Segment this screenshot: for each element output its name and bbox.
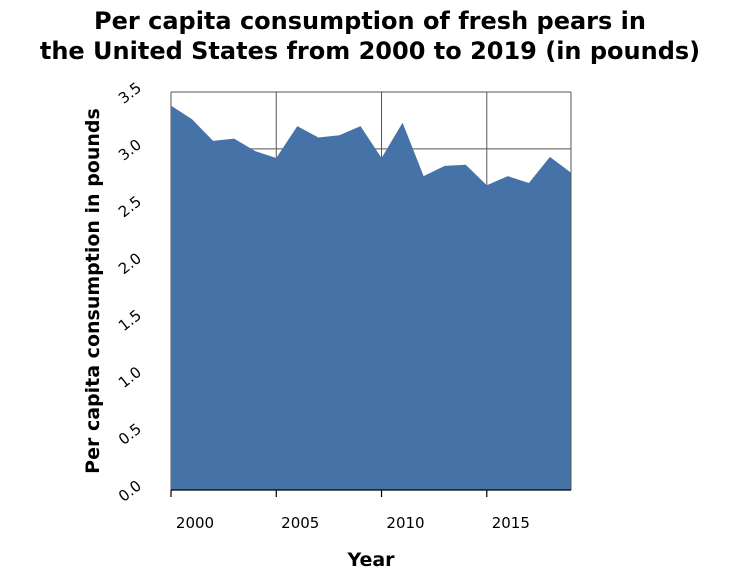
y-tick-label: 3.0 (115, 135, 145, 164)
y-tick-label: 2.5 (115, 192, 145, 221)
x-tick-label: 2005 (281, 514, 319, 532)
y-tick-label: 3.5 (115, 79, 145, 108)
x-tick-label: 2010 (386, 514, 424, 532)
y-axis-label: Per capita consumption in pounds (82, 108, 104, 474)
x-axis-ticks: 2000 2005 2010 2015 (170, 490, 530, 532)
y-tick-label: 1.0 (115, 363, 145, 392)
x-tick-label: 2000 (176, 514, 214, 532)
y-tick-label: 0.0 (115, 477, 145, 506)
chart-title-line-1: Per capita consumption of fresh pears in (94, 7, 646, 35)
area-series (171, 105, 571, 490)
y-tick-label: 2.0 (115, 249, 145, 278)
x-axis-label: Year (346, 549, 395, 571)
x-tick-label: 2015 (492, 514, 530, 532)
y-tick-label: 0.5 (115, 420, 145, 449)
y-tick-label: 1.5 (115, 306, 145, 335)
y-axis-ticks: 0.0 0.5 1.0 1.5 2.0 2.5 3.0 3.5 (115, 79, 145, 506)
plot-frame (171, 91, 572, 491)
chart-title: Per capita consumption of fresh pears in… (0, 6, 740, 66)
chart-title-line-2: the United States from 2000 to 2019 (in … (39, 37, 701, 65)
